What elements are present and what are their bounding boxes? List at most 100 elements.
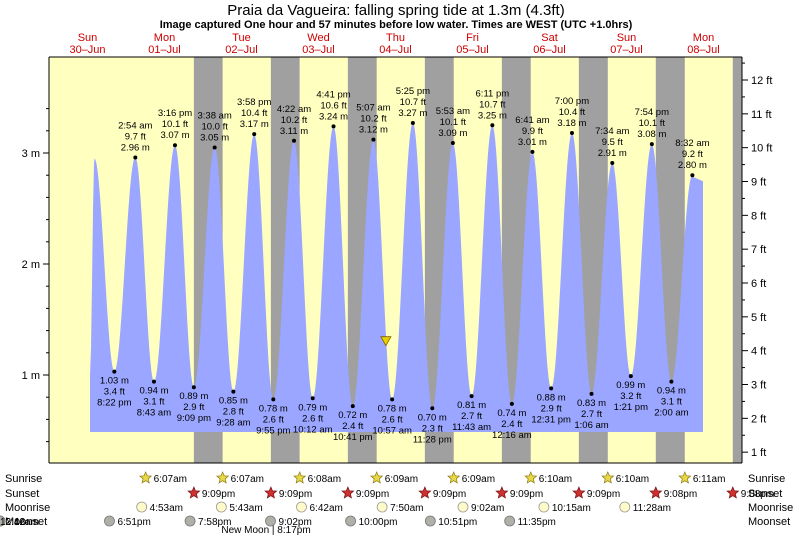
- day-date: 02–Jul: [225, 44, 257, 56]
- tide-point: [610, 160, 615, 165]
- moonrise-icon: [296, 501, 307, 513]
- low-tide-feet: 3.1 ft: [661, 397, 682, 408]
- tide-point: [490, 123, 495, 128]
- tide-point: [469, 394, 474, 399]
- low-tide-time: 10:41 pm: [333, 432, 373, 443]
- moonset-icon: [104, 515, 115, 527]
- tide-point: [191, 385, 196, 390]
- sunset-time: 9:08pm: [741, 489, 774, 500]
- day-date: 04–Jul: [379, 44, 411, 56]
- astro-row-label-left: Moonrise: [5, 502, 50, 514]
- high-tide-meters: 3.12 m: [359, 125, 388, 136]
- low-tide-time: 11:43 am: [452, 422, 491, 433]
- sunset-icon: [495, 486, 509, 499]
- high-tide-time: 7:54 pm: [635, 107, 669, 118]
- sunrise-time: 6:10am: [616, 474, 649, 485]
- low-tide-meters: 0.70 m: [418, 412, 447, 423]
- tide-point: [690, 173, 695, 178]
- high-tide-meters: 3.11 m: [280, 126, 308, 137]
- high-tide-time: 5:25 pm: [396, 86, 430, 97]
- moonrise-icon: [457, 501, 469, 513]
- tide-point: [172, 143, 177, 148]
- sunset-time: 9:09pm: [202, 489, 235, 500]
- right-tick-label: 10 ft: [751, 143, 772, 155]
- low-tide-time: 1:21 pm: [614, 402, 648, 413]
- low-tide-feet: 3.2 ft: [620, 391, 641, 402]
- moonrise-time: 7:50am: [390, 503, 423, 514]
- current-level-marker: [380, 336, 392, 347]
- high-tide-meters: 3.24 m: [319, 111, 348, 122]
- sunset-time: 9:09pm: [356, 489, 389, 500]
- high-tide-meters: 3.01 m: [518, 137, 547, 148]
- high-tide-feet: 9.2 ft: [682, 149, 703, 160]
- day-name: Thu: [386, 32, 405, 44]
- high-tide-time: 3:58 pm: [237, 97, 271, 108]
- tide-area: [90, 121, 703, 432]
- day-name: Fri: [466, 32, 479, 44]
- high-tide-meters: 3.18 m: [557, 118, 586, 129]
- low-tide-feet: 2.3 ft: [422, 423, 443, 434]
- right-tick-label: 6 ft: [751, 278, 766, 290]
- tide-point: [350, 404, 355, 409]
- low-tide-meters: 0.79 m: [298, 402, 327, 413]
- moonset-icon: [184, 515, 196, 527]
- moonrise-icon: [619, 501, 631, 513]
- sunset-icon: [572, 486, 586, 499]
- low-tide-meters: 0.78 m: [378, 403, 407, 414]
- high-tide-feet: 10.2 ft: [281, 115, 308, 126]
- tide-point: [371, 137, 376, 142]
- day-date: 06–Jul: [533, 44, 565, 56]
- moonset-icon: [504, 515, 516, 527]
- sunrise-time: 6:09am: [462, 474, 495, 485]
- high-tide-feet: 10.4 ft: [241, 108, 268, 119]
- high-tide-meters: 3.09 m: [438, 128, 467, 139]
- astro-row-label-right: Moonrise: [748, 502, 793, 514]
- moonset-time: 12:46am: [0, 517, 39, 528]
- tide-point: [569, 131, 574, 136]
- day-name: Sun: [78, 32, 98, 44]
- high-tide-time: 2:54 am: [118, 120, 152, 131]
- low-tide-meters: 0.94 m: [657, 386, 686, 397]
- sunrise-icon: [370, 471, 384, 484]
- low-tide-meters: 0.74 m: [497, 408, 526, 419]
- day-date: 01–Jul: [148, 44, 180, 56]
- moonset-icon: [345, 515, 356, 527]
- sunset-icon: [264, 486, 278, 499]
- high-tide-time: 7:00 pm: [555, 96, 589, 107]
- tide-curve: [90, 123, 703, 432]
- low-tide-meters: 0.81 m: [457, 400, 486, 411]
- tide-point: [669, 379, 674, 384]
- high-tide-time: 5:53 am: [436, 106, 470, 117]
- high-tide-feet: 10.6 ft: [320, 100, 347, 111]
- sunrise-time: 6:07am: [231, 474, 264, 485]
- high-tide-time: 4:22 am: [277, 104, 311, 115]
- high-tide-feet: 9.7 ft: [125, 131, 146, 142]
- right-tick-label: 5 ft: [751, 312, 766, 324]
- axes: 1 m 2 m 3 m 1 ft 2 ft 3 ft 4 ft 5 ft 6 ft 7 ft 8 f…: [22, 56, 772, 464]
- tide-point: [310, 396, 315, 401]
- low-tide-feet: 2.6 ft: [263, 414, 284, 425]
- low-tide-time: 8:43 am: [137, 408, 171, 419]
- astro-row-label-left: Sunset: [5, 488, 39, 500]
- high-tide-feet: 10.4 ft: [559, 107, 586, 118]
- day-name: Wed: [307, 32, 329, 44]
- high-tide-time: 6:11 pm: [476, 88, 510, 99]
- moonrise-icon: [376, 501, 388, 513]
- high-tide-time: 8:32 am: [675, 138, 709, 149]
- moonrise-time: 9:02am: [471, 503, 504, 514]
- high-tide-feet: 9.9 ft: [522, 126, 543, 137]
- high-tide-meters: 3.17 m: [240, 119, 269, 130]
- sunset-icon: [418, 486, 432, 499]
- moonset-time: 11:35pm: [518, 517, 556, 528]
- tide-point: [390, 397, 395, 402]
- sunset-time: 9:08pm: [664, 489, 697, 500]
- day-labels: Sun30–JunMon01–JulTue02–JulWed03–JulThu0…: [69, 32, 719, 56]
- right-tick-label: 12 ft: [751, 75, 772, 87]
- low-tide-feet: 3.4 ft: [104, 387, 125, 398]
- low-tide-meters: 0.85 m: [219, 396, 248, 407]
- tide-point: [212, 145, 217, 150]
- low-tide-feet: 2.4 ft: [501, 419, 522, 430]
- low-tide-time: 2:00 am: [654, 408, 688, 419]
- moon-phase-note: New Moon | 8:17pm: [221, 525, 310, 536]
